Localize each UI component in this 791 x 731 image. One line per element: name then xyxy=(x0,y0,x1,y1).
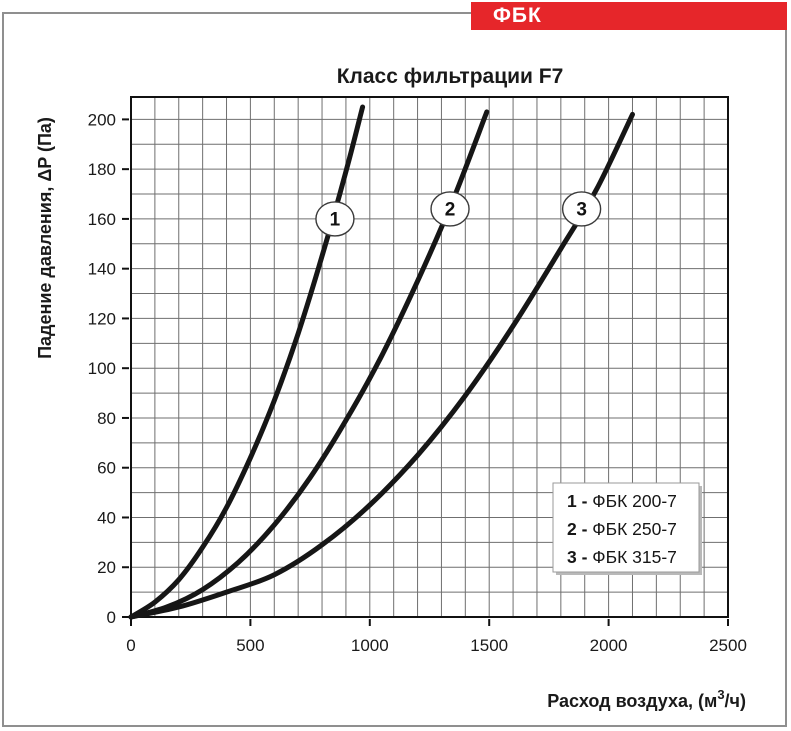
brand-logo-text: ФБК xyxy=(493,4,542,27)
curve-marker-2 xyxy=(430,191,470,227)
curve-2 xyxy=(128,109,490,620)
curve-marker-3 xyxy=(561,191,602,227)
y-tick-label: 100 xyxy=(88,359,116,378)
brand-banner: ФБК xyxy=(471,2,787,30)
y-tick-label: 0 xyxy=(107,608,116,627)
curve-marker-label-2: 2 xyxy=(445,199,456,220)
x-tick-label: 2500 xyxy=(709,636,747,655)
x-tick-label: 1000 xyxy=(351,636,389,655)
legend-entry-num: 1 - xyxy=(567,491,592,511)
y-tick-label: 160 xyxy=(88,210,116,229)
x-axis-label-rest: /ч) xyxy=(725,691,746,711)
x-tick-label: 0 xyxy=(126,636,135,655)
legend-entry-num: 3 - xyxy=(567,547,592,567)
y-tick-label: 140 xyxy=(88,260,116,279)
x-tick-label: 2000 xyxy=(590,636,628,655)
y-tick-label: 180 xyxy=(88,160,116,179)
plot-border xyxy=(130,96,729,618)
x-axis-label: Расход воздуха, (м3/ч) xyxy=(547,687,746,711)
y-tick-label: 120 xyxy=(88,309,116,328)
y-tick-label: 60 xyxy=(97,459,116,478)
x-axis-label-sup: 3 xyxy=(717,687,724,702)
plot-area: 0 500 1000 1500 2000 2500 0 20 40 60 80 100 120 140 16… xyxy=(88,96,747,655)
curve-marker-label-3: 3 xyxy=(576,199,587,220)
legend-entry-2: 2 - ФБК 250-7 xyxy=(567,519,677,539)
chart-title: Класс фильтрации F7 xyxy=(337,65,564,88)
y-tick-label: 80 xyxy=(97,409,116,428)
legend-entry-3: 3 - ФБК 315-7 xyxy=(567,547,677,567)
y-tick-label: 20 xyxy=(97,558,116,577)
x-axis-label-base: Расход воздуха, (м xyxy=(547,691,717,711)
legend-entry-name: ФБК 200-7 xyxy=(592,491,677,511)
y-tick-label: 40 xyxy=(97,508,116,527)
curve-3 xyxy=(128,111,635,620)
y-tick-label: 200 xyxy=(88,110,116,129)
legend-entry-1: 1 - ФБК 200-7 xyxy=(567,491,677,511)
x-tick-label: 1500 xyxy=(470,636,508,655)
legend-entry-num: 2 - xyxy=(567,519,592,539)
curve-marker-label-1: 1 xyxy=(330,209,341,230)
curve-marker-1 xyxy=(315,201,355,237)
legend-entry-name: ФБК 250-7 xyxy=(592,519,677,539)
y-axis-label: Падение давления, ΔP (Па) xyxy=(35,117,55,359)
x-tick-label: 500 xyxy=(236,636,264,655)
legend-box xyxy=(552,482,700,573)
legend-entry-name: ФБК 315-7 xyxy=(592,547,677,567)
